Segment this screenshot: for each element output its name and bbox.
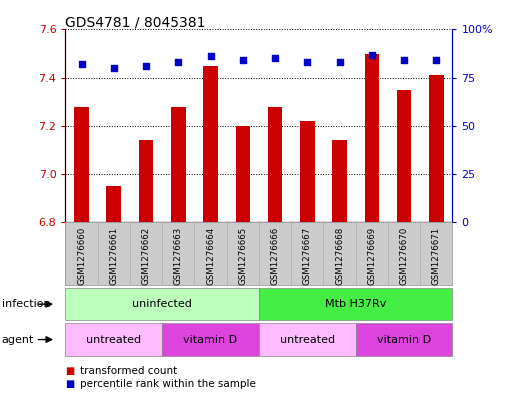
Point xyxy=(206,53,214,60)
Text: GDS4781 / 8045381: GDS4781 / 8045381 xyxy=(65,16,206,30)
Text: GSM1276665: GSM1276665 xyxy=(238,227,247,285)
Text: GSM1276666: GSM1276666 xyxy=(270,227,279,285)
Text: GSM1276668: GSM1276668 xyxy=(335,227,344,285)
Text: GSM1276671: GSM1276671 xyxy=(432,227,441,285)
Bar xyxy=(74,107,89,222)
Bar xyxy=(171,107,186,222)
Text: vitamin D: vitamin D xyxy=(184,334,237,345)
Bar xyxy=(259,323,356,356)
Bar xyxy=(356,323,452,356)
Text: GSM1276669: GSM1276669 xyxy=(367,227,376,285)
Text: untreated: untreated xyxy=(280,334,335,345)
Text: GSM1276661: GSM1276661 xyxy=(109,227,118,285)
Point xyxy=(335,59,344,65)
Bar xyxy=(235,126,250,222)
Bar xyxy=(332,140,347,222)
Bar xyxy=(365,53,379,222)
Bar xyxy=(139,140,153,222)
Point xyxy=(400,57,408,63)
Text: ■: ■ xyxy=(65,366,75,376)
Text: percentile rank within the sample: percentile rank within the sample xyxy=(80,379,256,389)
Bar xyxy=(107,186,121,222)
Bar xyxy=(429,75,444,222)
Bar xyxy=(162,323,259,356)
Point xyxy=(110,65,118,71)
Bar xyxy=(65,288,259,320)
Point xyxy=(432,57,440,63)
Point xyxy=(238,57,247,63)
Text: GSM1276664: GSM1276664 xyxy=(206,227,215,285)
Bar xyxy=(397,90,411,222)
Text: vitamin D: vitamin D xyxy=(377,334,431,345)
Point xyxy=(271,55,279,61)
Bar xyxy=(300,121,314,222)
Text: GSM1276663: GSM1276663 xyxy=(174,227,183,285)
Point xyxy=(142,63,150,69)
Text: ■: ■ xyxy=(65,379,75,389)
Point xyxy=(77,61,86,67)
Bar xyxy=(259,288,452,320)
Text: transformed count: transformed count xyxy=(80,366,177,376)
Text: GSM1276660: GSM1276660 xyxy=(77,227,86,285)
Point xyxy=(174,59,183,65)
Text: infection: infection xyxy=(2,299,50,309)
Point xyxy=(368,51,376,58)
Bar xyxy=(65,323,162,356)
Text: agent: agent xyxy=(2,334,34,345)
Text: Mtb H37Rv: Mtb H37Rv xyxy=(325,299,386,309)
Point xyxy=(303,59,311,65)
Text: GSM1276667: GSM1276667 xyxy=(303,227,312,285)
Text: GSM1276662: GSM1276662 xyxy=(142,227,151,285)
Text: untreated: untreated xyxy=(86,334,141,345)
Text: uninfected: uninfected xyxy=(132,299,192,309)
Bar xyxy=(268,107,282,222)
Bar xyxy=(203,66,218,222)
Text: GSM1276670: GSM1276670 xyxy=(400,227,408,285)
